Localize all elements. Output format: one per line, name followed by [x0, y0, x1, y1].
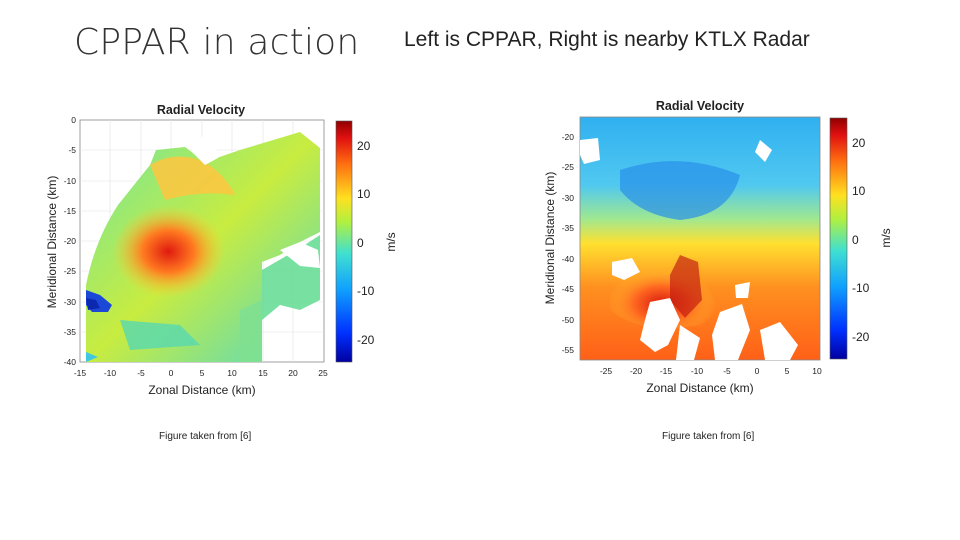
- y-axis-label: Meridional Distance (km): [45, 176, 59, 309]
- x-tick: -10: [104, 368, 117, 378]
- colorbar-tick: 20: [852, 136, 866, 150]
- y-tick: -10: [64, 176, 77, 186]
- y-tick: -25: [562, 162, 575, 172]
- colorbar-label: m/s: [384, 232, 398, 251]
- x-tick: -15: [74, 368, 87, 378]
- y-tick: -30: [562, 193, 575, 203]
- y-axis-ticks: 0 -5 -10 -15 -20 -25 -30 -35 -40: [64, 115, 77, 367]
- x-tick: -15: [660, 366, 673, 376]
- colorbar-ticks: 20 10 0 -10 -20: [357, 139, 375, 347]
- velocity-field: [86, 132, 320, 362]
- colorbar: [335, 120, 353, 363]
- y-tick: -35: [562, 223, 575, 233]
- x-axis-label: Zonal Distance (km): [646, 381, 753, 395]
- plot-title: Radial Velocity: [157, 103, 245, 117]
- x-axis-ticks: -25 -20 -15 -10 -5 0 5 10: [600, 366, 822, 376]
- x-tick: 10: [812, 366, 822, 376]
- x-tick: 20: [288, 368, 298, 378]
- x-tick: -5: [137, 368, 145, 378]
- colorbar-tick: -10: [357, 284, 375, 298]
- plot-title: Radial Velocity: [656, 99, 744, 113]
- x-tick: -25: [600, 366, 613, 376]
- y-tick: -30: [64, 297, 77, 307]
- x-tick: 0: [755, 366, 760, 376]
- figure-caption-right: Figure taken from [6]: [662, 431, 755, 442]
- colorbar-tick: 0: [852, 233, 859, 247]
- figure-caption-left: Figure taken from [6]: [159, 431, 252, 442]
- x-tick: 15: [258, 368, 268, 378]
- colorbar-tick: -20: [852, 330, 870, 344]
- velocity-field: [580, 138, 798, 360]
- y-tick: -55: [562, 345, 575, 355]
- y-axis-ticks: -20 -25 -30 -35 -40 -45 -50 -55: [562, 132, 575, 355]
- colorbar-tick: 0: [357, 236, 364, 250]
- y-tick: -50: [562, 315, 575, 325]
- slide-title: CPPAR in action: [74, 22, 360, 63]
- y-tick: -45: [562, 284, 575, 294]
- x-tick: 25: [318, 368, 328, 378]
- ktlx-velocity-figure: Radial Velocity -20 -25 -30 -35 -40 -45 …: [543, 99, 893, 395]
- slide-subtitle: Left is CPPAR, Right is nearby KTLX Rada…: [404, 28, 810, 51]
- y-tick: -20: [562, 132, 575, 142]
- y-tick: -15: [64, 206, 77, 216]
- y-tick: -35: [64, 327, 77, 337]
- y-axis-label: Meridional Distance (km): [543, 172, 557, 305]
- x-tick: -10: [691, 366, 704, 376]
- y-tick: -5: [68, 145, 76, 155]
- x-tick: -20: [630, 366, 643, 376]
- y-tick: -25: [64, 266, 77, 276]
- colorbar-tick: 10: [357, 187, 371, 201]
- x-tick: 5: [785, 366, 790, 376]
- y-tick: -20: [64, 236, 77, 246]
- colorbar: [829, 117, 848, 360]
- colorbar-tick: -20: [357, 333, 375, 347]
- cppar-velocity-figure: Radial Velocity 0 -5 -10 -15 -20 -25 -30…: [45, 103, 398, 397]
- x-tick: -5: [723, 366, 731, 376]
- colorbar-label: m/s: [879, 228, 893, 247]
- colorbar-tick: -10: [852, 281, 870, 295]
- x-tick: 0: [169, 368, 174, 378]
- x-tick: 5: [200, 368, 205, 378]
- colorbar-ticks: 20 10 0 -10 -20: [852, 136, 870, 344]
- x-axis-ticks: -15 -10 -5 0 5 10 15 20 25: [74, 368, 328, 378]
- colorbar-tick: 20: [357, 139, 371, 153]
- x-tick: 10: [227, 368, 237, 378]
- y-tick: -40: [562, 254, 575, 264]
- y-tick: 0: [71, 115, 76, 125]
- colorbar-tick: 10: [852, 184, 866, 198]
- y-tick: -40: [64, 357, 77, 367]
- x-axis-label: Zonal Distance (km): [148, 383, 255, 397]
